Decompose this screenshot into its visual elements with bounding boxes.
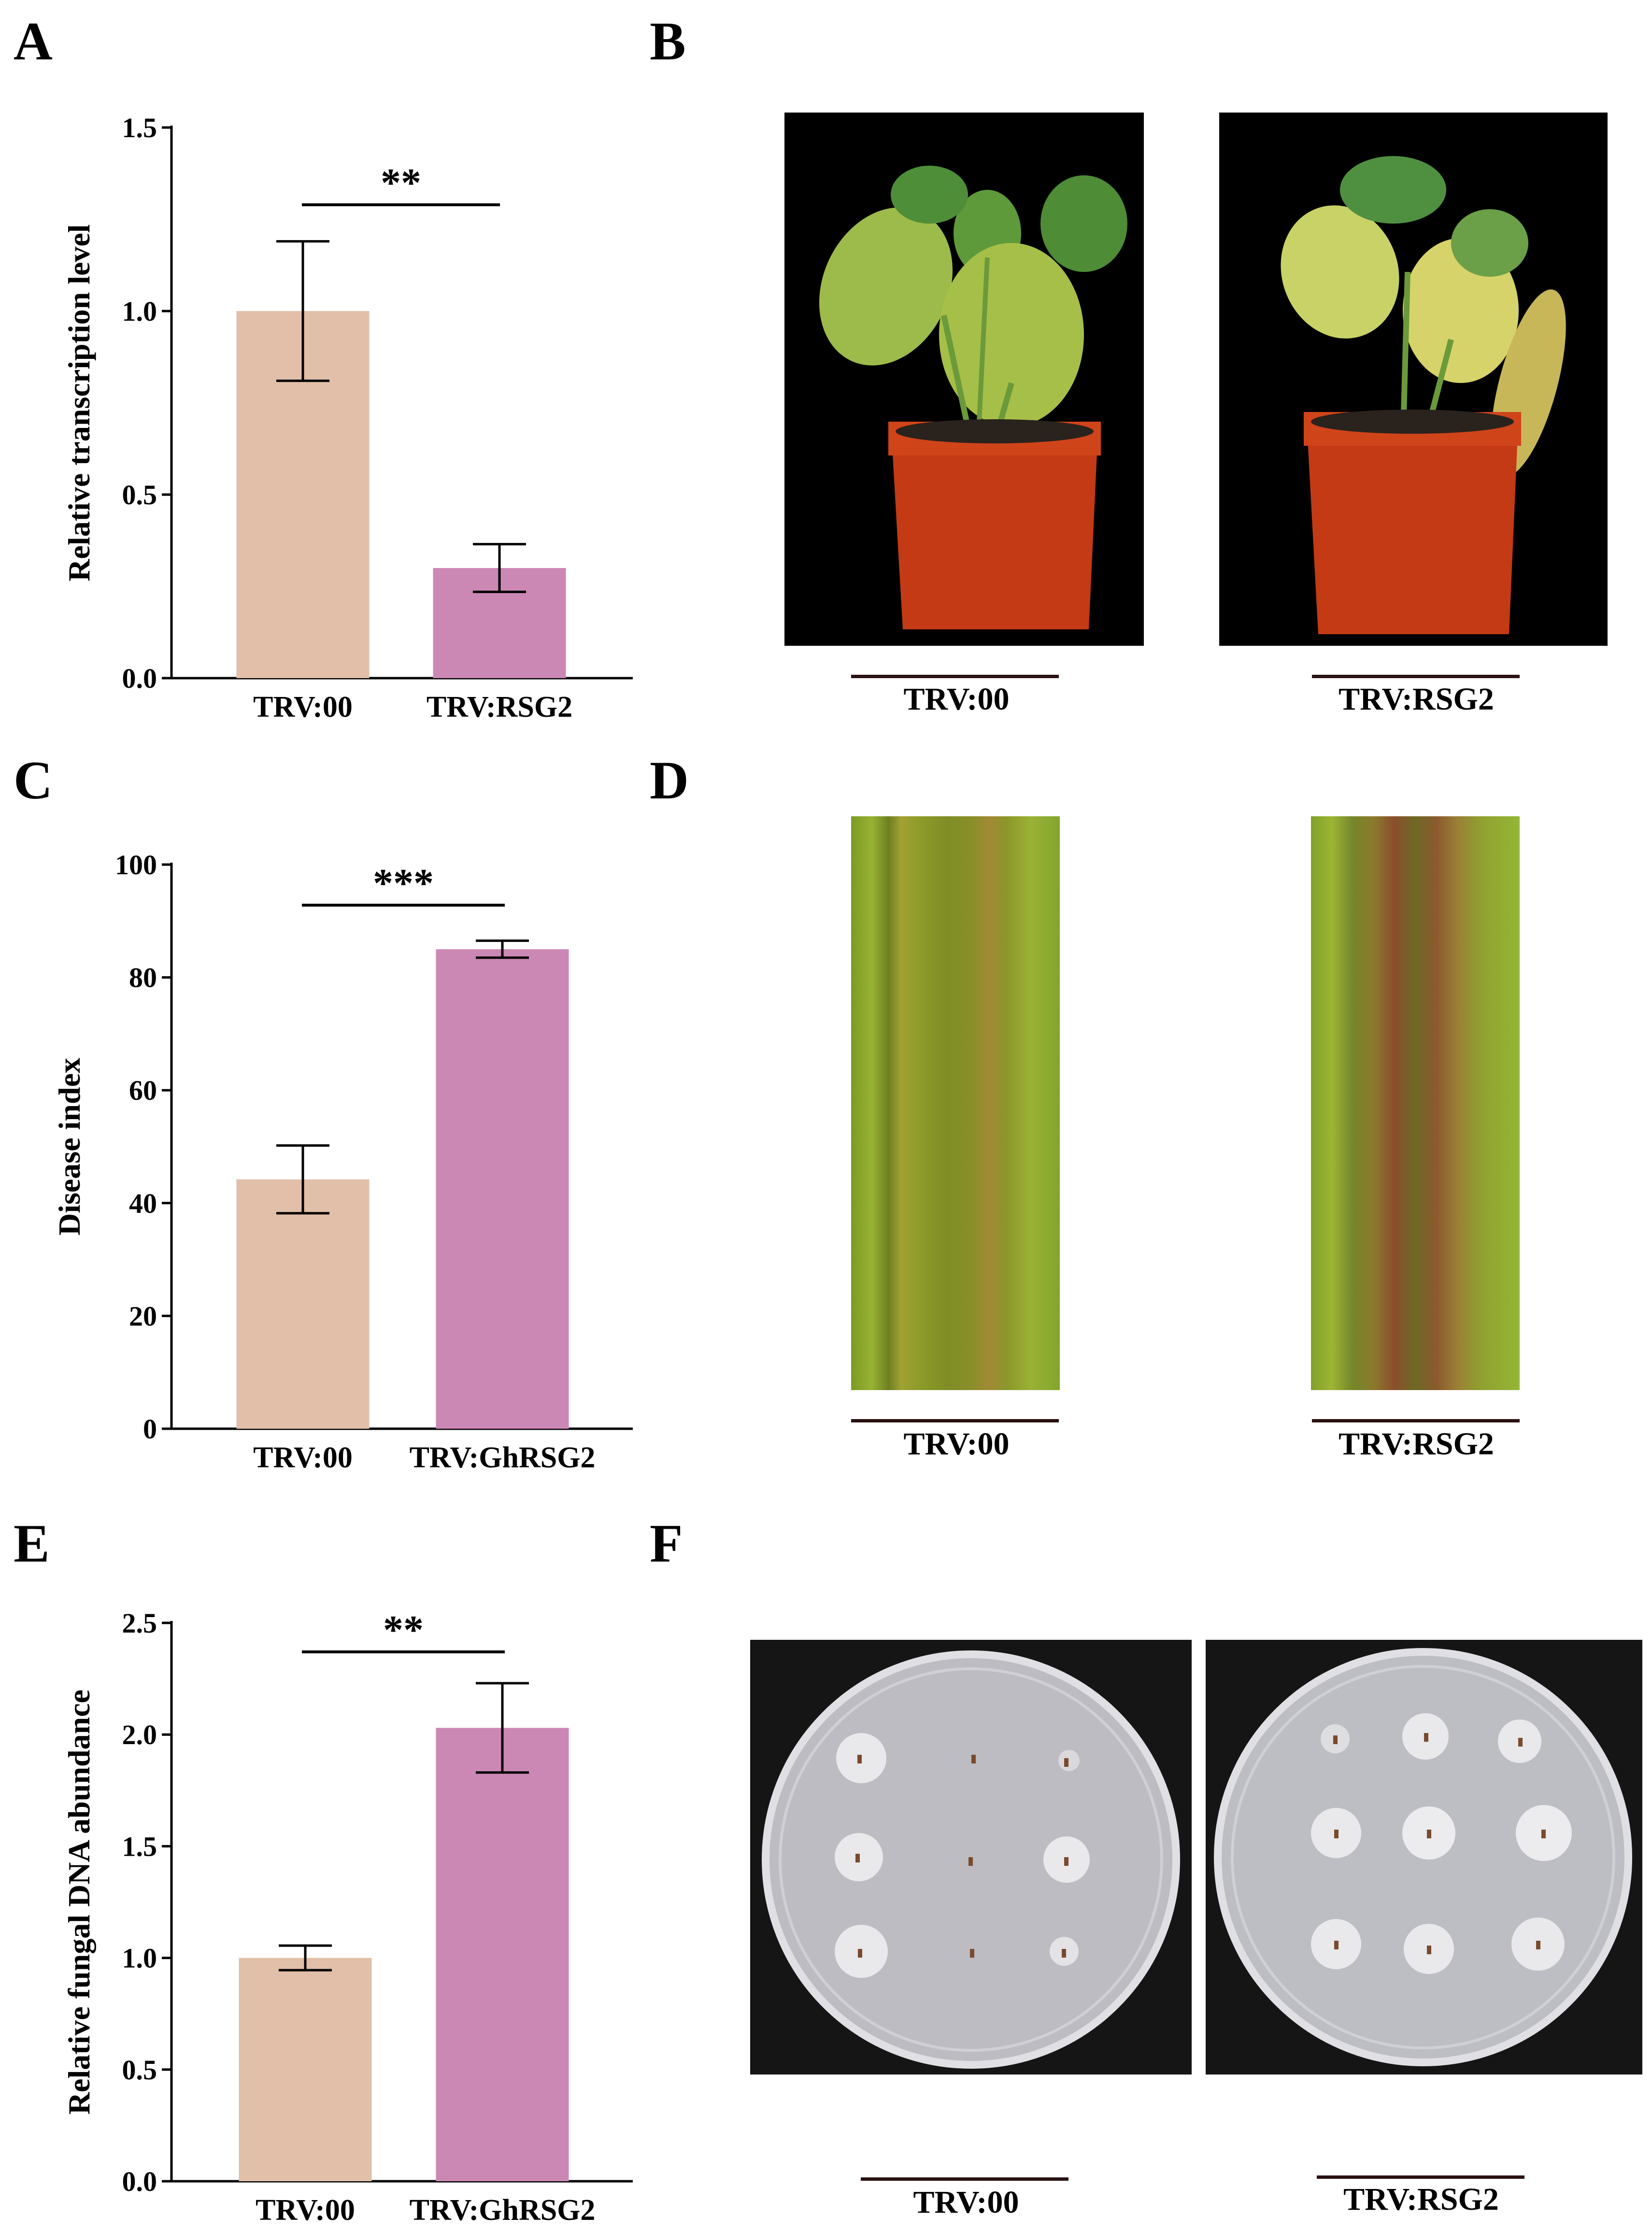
y-axis-label: Disease index (52, 1058, 86, 1236)
photo-f-underline-rsg2 (1317, 2175, 1524, 2179)
significance-marker: ** (383, 1607, 424, 1652)
photo-d-underline-rsg2 (1312, 1419, 1520, 1422)
x-tick-label: TRV:RSG2 (427, 691, 572, 724)
y-tick-label: 2.0 (122, 1719, 157, 1750)
significance-marker: *** (373, 861, 434, 906)
significance-marker: ** (381, 160, 421, 205)
panel-letter-f: F (650, 1514, 683, 1574)
panel-letter-c: C (14, 751, 53, 810)
y-tick-label: 0.0 (122, 663, 157, 694)
photo-b-underline-rsg2 (1312, 675, 1520, 678)
bar (436, 949, 569, 1429)
y-tick-label: 0.5 (122, 479, 157, 511)
photo-b-underline-control (851, 675, 1059, 678)
plant-leaves-icon (819, 166, 1127, 452)
x-tick-label: TRV:00 (256, 2194, 355, 2227)
photo-b-label-control: TRV:00 (903, 682, 1010, 717)
bar (236, 1179, 370, 1429)
bar (436, 1728, 569, 2181)
y-tick-label: 0.5 (122, 2054, 157, 2086)
plant-photo-rsg2 (1219, 113, 1608, 646)
y-tick-label: 40 (129, 1188, 157, 1219)
photo-d-underline-control (851, 1419, 1059, 1422)
chart-a: 0.0 0.5 1.0 1.5 Relative transcription level… (62, 112, 633, 724)
petri-dish-photo-control (750, 1640, 1192, 2075)
photo-f-underline-control (861, 2177, 1068, 2181)
y-tick-label: 80 (129, 962, 157, 994)
photo-b-label-rsg2: TRV:RSG2 (1339, 682, 1494, 717)
photo-d-label-rsg2: TRV:RSG2 (1339, 1426, 1494, 1462)
chart-c: 0 20 40 60 80 100 Disease index TRV:00 TRV:GhRSG… (52, 849, 633, 1474)
plant-leaves-icon (1281, 156, 1566, 477)
petri-dish-photo-rsg2 (1206, 1640, 1642, 2075)
x-tick-label: TRV:GhRSG2 (410, 2194, 596, 2227)
panel-letter-a: A (14, 12, 53, 71)
y-tick-label: 1.0 (122, 296, 157, 327)
photo-f-label-control: TRV:00 (913, 2185, 1019, 2220)
photo-f-label-rsg2: TRV:RSG2 (1343, 2182, 1499, 2217)
stem-section-control (851, 816, 1060, 1390)
stem-section-rsg2 (1311, 816, 1520, 1390)
plant-photo-control (784, 113, 1144, 646)
y-tick-label: 1.5 (122, 1831, 157, 1862)
y-tick-label: 60 (129, 1075, 157, 1106)
chart-e: 0.0 0.5 1.0 1.5 2.0 2.5 Relative fungal DNA ab… (62, 1607, 633, 2227)
y-axis-label: Relative fungal DNA abundance (62, 1690, 96, 2115)
red-pot-icon (1304, 410, 1521, 634)
y-tick-label: 20 (129, 1300, 157, 1332)
x-tick-label: TRV:00 (253, 1441, 353, 1474)
x-tick-label: TRV:GhRSG2 (410, 1441, 596, 1474)
y-tick-label: 2.5 (122, 1607, 157, 1639)
y-tick-label: 100 (115, 849, 157, 881)
y-axis-label: Relative transcription level (62, 224, 96, 581)
bar (239, 1958, 372, 2181)
y-tick-label: 1.0 (122, 1943, 157, 1974)
x-tick-label: TRV:00 (253, 691, 353, 724)
panel-letter-b: B (650, 12, 686, 71)
panel-letter-d: D (650, 751, 689, 810)
red-pot-icon (888, 419, 1101, 629)
y-tick-label: 0.0 (122, 2166, 157, 2197)
y-tick-label: 0 (143, 1413, 157, 1445)
y-tick-label: 1.5 (122, 112, 157, 143)
panel-letter-e: E (14, 1514, 50, 1574)
photo-d-label-control: TRV:00 (903, 1426, 1010, 1462)
